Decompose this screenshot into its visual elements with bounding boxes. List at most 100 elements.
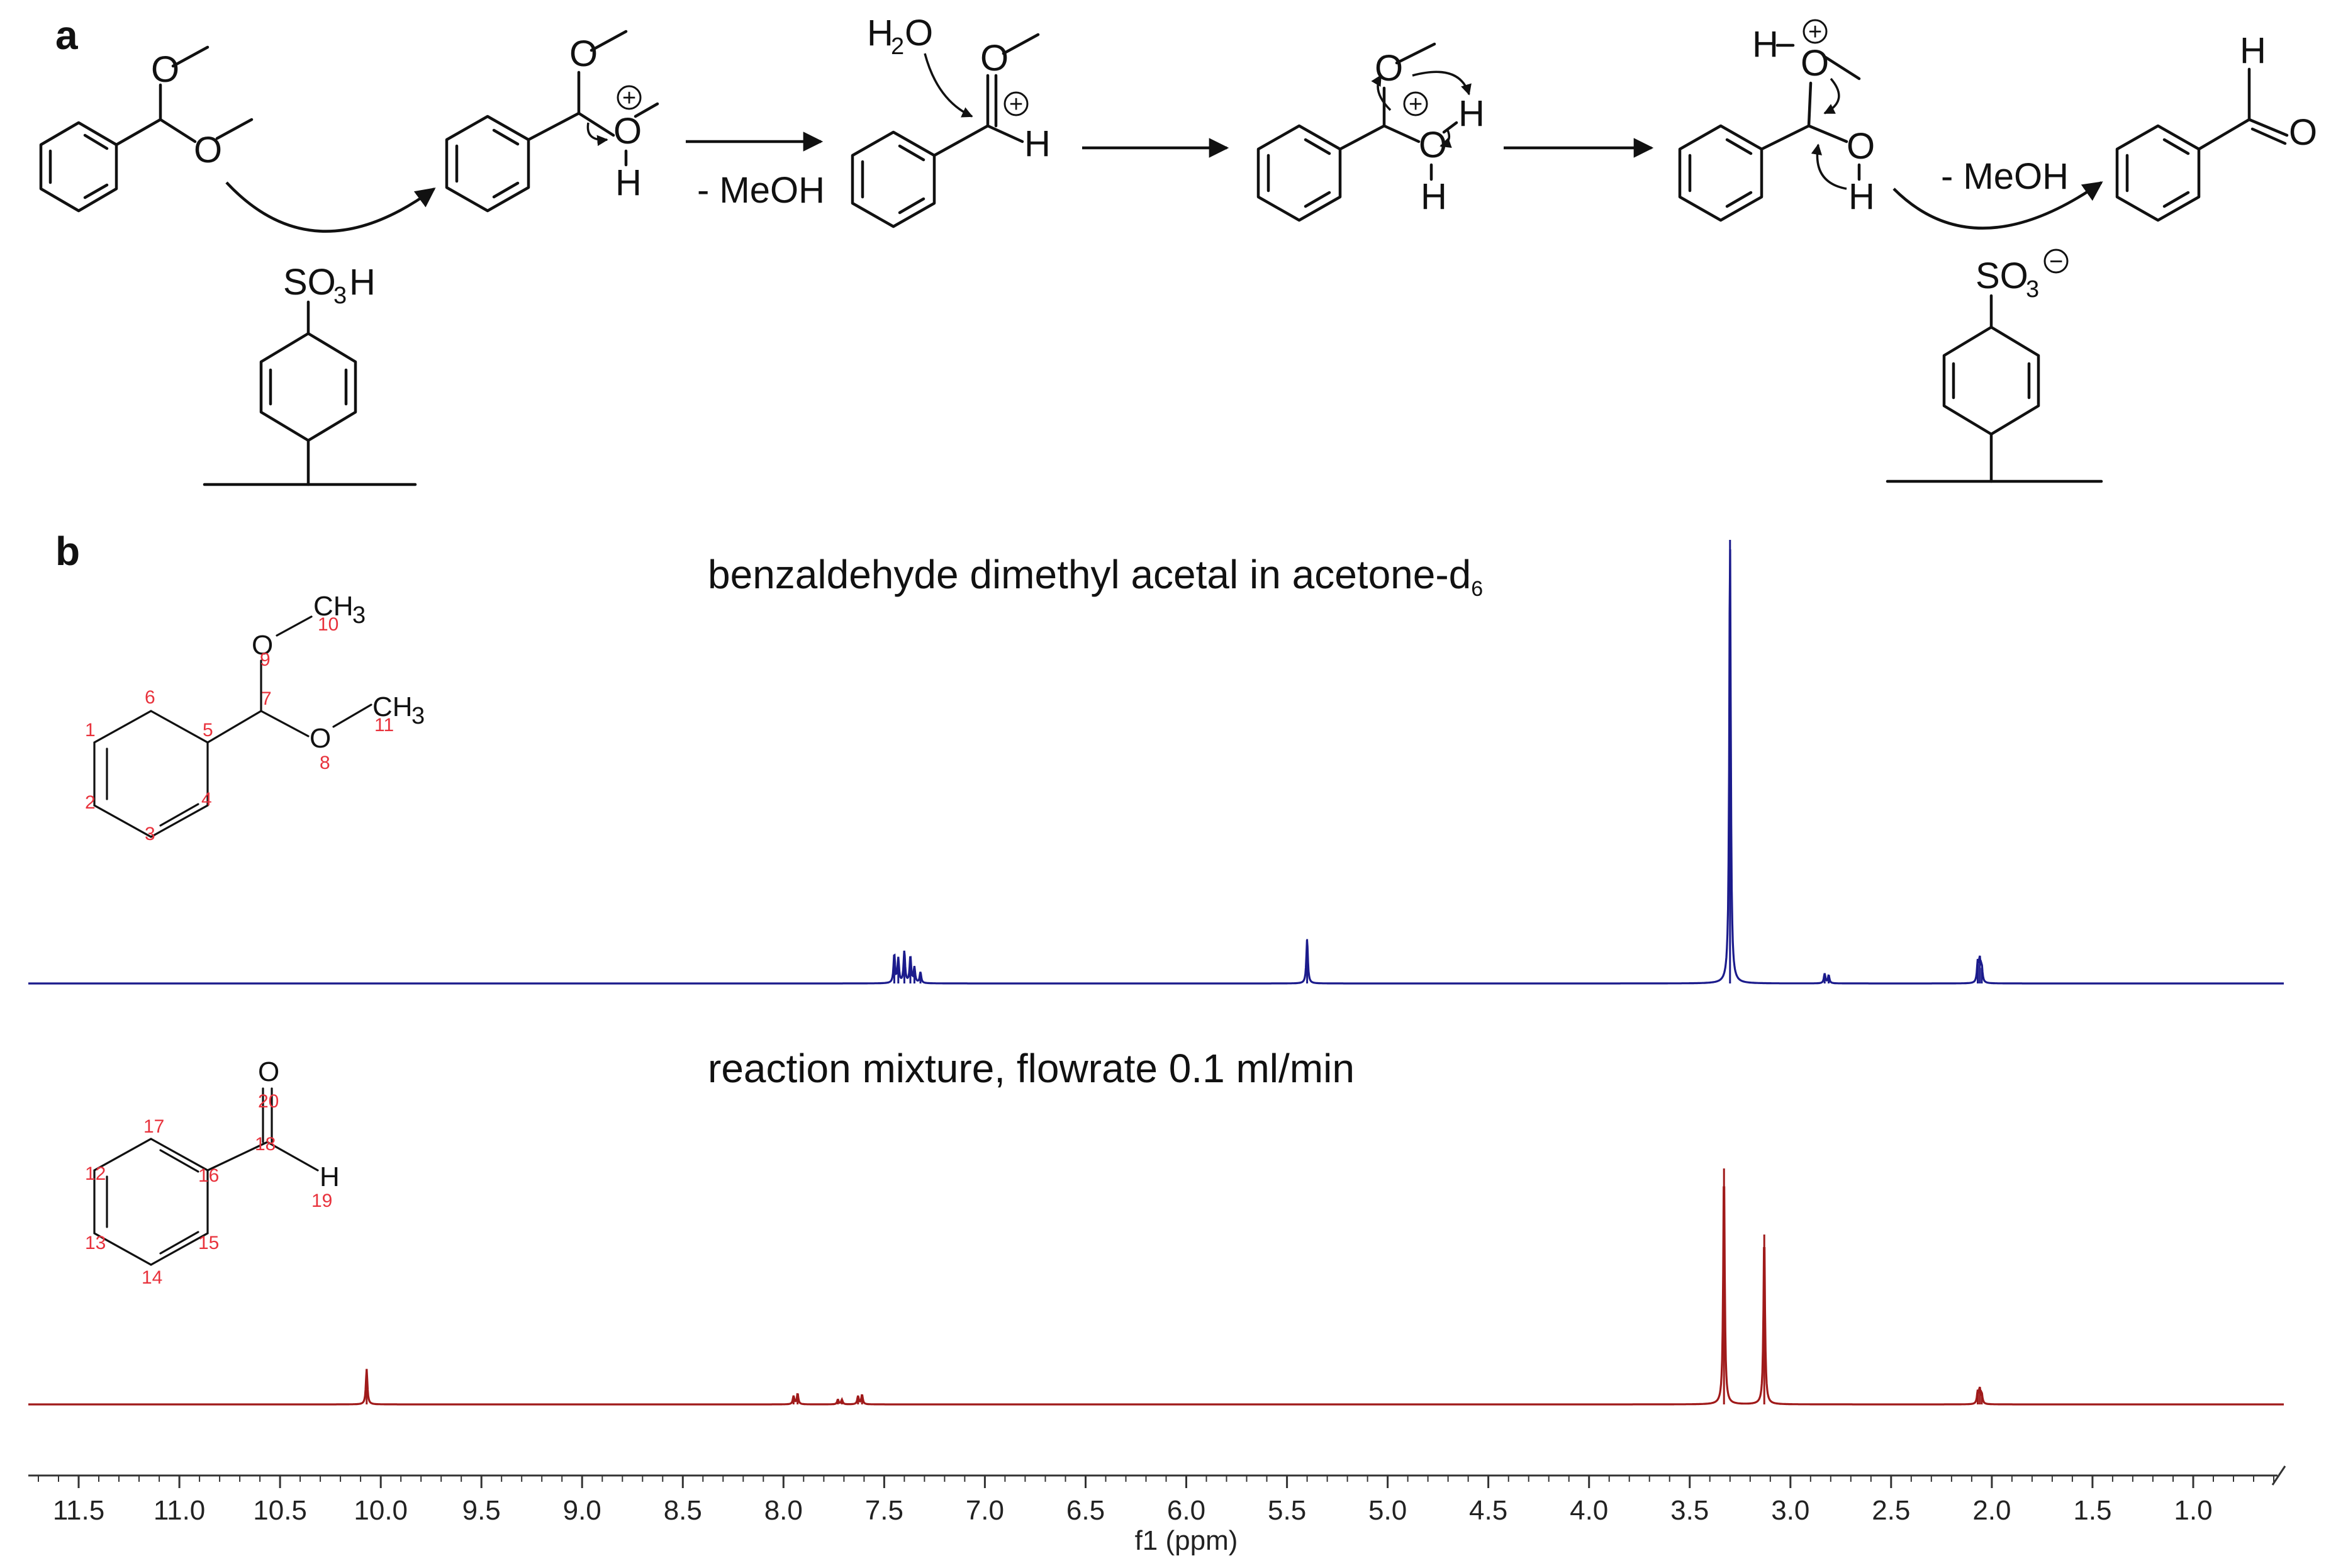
- panel-b: b benzaldehyde dimethyl acetal in aceton…: [28, 529, 2286, 1556]
- svg-text:O: O: [905, 13, 933, 53]
- svg-text:SO: SO: [1976, 255, 2028, 296]
- svg-text:2: 2: [85, 792, 96, 813]
- svg-text:+: +: [1808, 19, 1822, 45]
- svg-text:H: H: [1458, 93, 1485, 134]
- svg-text:19: 19: [311, 1190, 332, 1211]
- atom-o: O: [194, 130, 222, 171]
- svg-text:H: H: [320, 1162, 340, 1192]
- spectrum-title-reaction: reaction mixture, flowrate 0.1 ml/min: [708, 1046, 1355, 1091]
- x-tick-label: 1.5: [2073, 1495, 2111, 1526]
- svg-text:8: 8: [320, 753, 330, 773]
- numbered-benzaldehyde-structure: O H 20 18 19 17 16 12 13 14 15: [85, 1056, 340, 1288]
- benzaldehyde-product: H O: [2115, 30, 2317, 222]
- numbered-acetal-structure: O CH 3 O CH 3 1 2 3 4 5 6 7 8 9 10 11: [85, 591, 425, 844]
- svg-text:15: 15: [198, 1233, 219, 1253]
- x-tick-label: 7.5: [865, 1495, 903, 1526]
- svg-text:7: 7: [261, 688, 272, 709]
- svg-text:9: 9: [260, 649, 271, 670]
- svg-text:H: H: [867, 13, 893, 53]
- x-tick-label: 9.0: [563, 1495, 601, 1526]
- svg-text:H: H: [615, 162, 642, 203]
- svg-text:O: O: [258, 1056, 279, 1087]
- protonated-acetal: O + O H: [445, 30, 659, 213]
- svg-text:CH: CH: [372, 692, 413, 722]
- x-tick-label: 9.5: [462, 1495, 501, 1526]
- svg-text:O: O: [252, 630, 273, 661]
- svg-text:13: 13: [85, 1233, 106, 1253]
- svg-text:CH: CH: [313, 591, 354, 622]
- svg-text:12: 12: [85, 1163, 106, 1184]
- svg-text:H: H: [2240, 30, 2266, 71]
- x-tick-label: 3.0: [1771, 1495, 1809, 1526]
- svg-text:18: 18: [255, 1134, 276, 1155]
- svg-text:H: H: [1024, 123, 1051, 164]
- panel-a: a O O SO 3 H: [39, 13, 2317, 486]
- svg-text:O: O: [980, 38, 1009, 79]
- svg-text:H: H: [1848, 176, 1875, 217]
- svg-text:O: O: [1847, 126, 1875, 167]
- x-tick-label: 11.5: [53, 1495, 104, 1526]
- sulfonate-resin: SO 3 −: [1886, 249, 2103, 483]
- svg-text:3: 3: [333, 283, 347, 309]
- x-tick-label: 7.0: [966, 1495, 1004, 1526]
- spectrum-title-acetal: benzaldehyde dimethyl acetal in acetone-…: [708, 552, 1483, 601]
- svg-text:11: 11: [374, 715, 394, 736]
- svg-text:3: 3: [2026, 276, 2039, 303]
- spectrum-line-1: [28, 549, 2284, 985]
- svg-text:3: 3: [352, 602, 366, 629]
- step-label: - MeOH: [697, 170, 825, 211]
- x-tick-label: 6.0: [1167, 1495, 1205, 1526]
- svg-text:2: 2: [891, 33, 904, 60]
- svg-text:16: 16: [198, 1165, 219, 1186]
- nmr-spectra: [28, 540, 2284, 1406]
- svg-text:O: O: [613, 111, 642, 152]
- svg-text:6: 6: [145, 687, 155, 708]
- svg-text:+: +: [1009, 91, 1023, 118]
- x-axis-label: f1 (ppm): [1135, 1525, 1238, 1556]
- svg-text:10: 10: [318, 614, 338, 635]
- acetal-molecule: O O: [39, 45, 254, 213]
- x-tick-label: 11.0: [154, 1495, 205, 1526]
- catalysis-arrow: [225, 181, 436, 233]
- x-tick-label: 8.5: [664, 1495, 702, 1526]
- svg-text:3: 3: [411, 703, 425, 729]
- svg-text:17: 17: [143, 1116, 164, 1137]
- axis-break-mark: [2271, 1465, 2286, 1486]
- protonated-hemiacetal: H + O O H: [1678, 19, 1875, 222]
- sulfonic-acid-resin: SO 3 H: [203, 262, 417, 486]
- x-tick-label: 1.0: [2174, 1495, 2212, 1526]
- x-tick-label: 2.5: [1872, 1495, 1910, 1526]
- svg-text:−: −: [2049, 249, 2063, 275]
- x-tick-label: 6.5: [1066, 1495, 1105, 1526]
- svg-text:O: O: [2289, 112, 2317, 153]
- svg-text:5: 5: [203, 720, 213, 741]
- x-tick-label: 4.5: [1469, 1495, 1507, 1526]
- svg-text:H: H: [1421, 176, 1447, 217]
- svg-text:O: O: [1801, 43, 1829, 84]
- hemiacetal-protonated: O + O H H: [1256, 42, 1485, 222]
- panel-a-label: a: [55, 13, 78, 58]
- x-tick-label: 8.0: [764, 1495, 803, 1526]
- svg-text:O: O: [310, 723, 331, 754]
- x-tick-label: 10.0: [354, 1495, 408, 1526]
- spectrum-line-2: [28, 1186, 2284, 1406]
- svg-text:H: H: [1752, 24, 1779, 65]
- panel-b-label: b: [55, 529, 80, 574]
- svg-text:+: +: [622, 85, 636, 111]
- oxocarbenium: H 2 O O + H: [851, 13, 1051, 228]
- x-tick-label: 3.5: [1670, 1495, 1709, 1526]
- catalysis-arrow: [1892, 181, 2103, 230]
- svg-text:O: O: [569, 33, 598, 74]
- svg-text:4: 4: [201, 789, 212, 810]
- svg-text:14: 14: [142, 1267, 162, 1288]
- svg-text:H: H: [349, 262, 376, 303]
- atom-o: O: [151, 49, 179, 90]
- x-tick-label: 10.5: [253, 1495, 307, 1526]
- atom-s: SO: [283, 262, 336, 303]
- svg-text:+: +: [1409, 91, 1423, 118]
- svg-text:3: 3: [145, 824, 155, 844]
- x-tick-label: 5.5: [1268, 1495, 1306, 1526]
- svg-text:1: 1: [85, 720, 96, 741]
- step-label: - MeOH: [1941, 156, 2069, 197]
